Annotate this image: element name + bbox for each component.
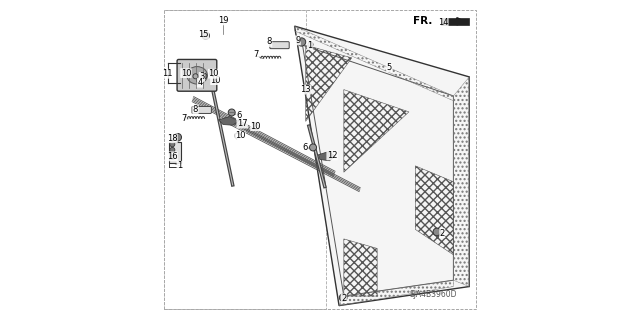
Text: 2: 2 — [440, 229, 445, 238]
Circle shape — [310, 144, 317, 151]
Circle shape — [339, 294, 347, 301]
Circle shape — [201, 73, 207, 79]
Circle shape — [228, 109, 235, 116]
Polygon shape — [294, 26, 469, 306]
Bar — [169, 142, 181, 163]
Text: 7: 7 — [181, 114, 187, 123]
Circle shape — [174, 133, 182, 141]
Text: 11: 11 — [162, 69, 172, 78]
FancyBboxPatch shape — [270, 42, 289, 49]
Text: 7: 7 — [253, 50, 259, 59]
Text: 8: 8 — [193, 105, 198, 114]
Text: 2: 2 — [341, 294, 346, 303]
Text: 14: 14 — [438, 19, 448, 27]
Text: 4: 4 — [197, 78, 203, 87]
Text: 10: 10 — [235, 131, 245, 140]
Text: 16: 16 — [166, 152, 177, 161]
Text: 10: 10 — [180, 69, 191, 78]
Text: FR.: FR. — [413, 16, 433, 26]
Text: 6: 6 — [302, 143, 307, 152]
Circle shape — [193, 74, 198, 79]
Circle shape — [202, 32, 209, 40]
Text: SJA4B3960D: SJA4B3960D — [409, 290, 456, 299]
Polygon shape — [319, 152, 335, 161]
Circle shape — [170, 147, 175, 152]
Circle shape — [308, 42, 313, 47]
Ellipse shape — [187, 67, 207, 84]
Text: 17: 17 — [237, 119, 248, 128]
FancyBboxPatch shape — [192, 107, 211, 114]
Circle shape — [433, 228, 441, 236]
Text: 3: 3 — [199, 72, 205, 81]
Text: 13: 13 — [300, 85, 311, 94]
Text: 8: 8 — [266, 38, 272, 47]
Text: 1: 1 — [177, 161, 182, 170]
Text: 19: 19 — [218, 16, 228, 25]
Text: 9: 9 — [295, 36, 300, 45]
Text: 10: 10 — [251, 122, 261, 131]
Circle shape — [170, 154, 175, 160]
FancyBboxPatch shape — [177, 59, 217, 91]
Text: 6: 6 — [236, 111, 242, 120]
Text: 10: 10 — [209, 69, 219, 78]
Text: 1: 1 — [307, 41, 312, 50]
Text: 10: 10 — [211, 76, 221, 85]
Text: 12: 12 — [327, 151, 337, 160]
Circle shape — [298, 38, 306, 46]
Polygon shape — [218, 117, 239, 125]
Text: 18: 18 — [166, 134, 177, 143]
Circle shape — [170, 142, 175, 147]
Text: 5: 5 — [387, 63, 392, 72]
Circle shape — [196, 78, 202, 83]
Polygon shape — [441, 18, 469, 25]
Text: 15: 15 — [198, 31, 209, 40]
